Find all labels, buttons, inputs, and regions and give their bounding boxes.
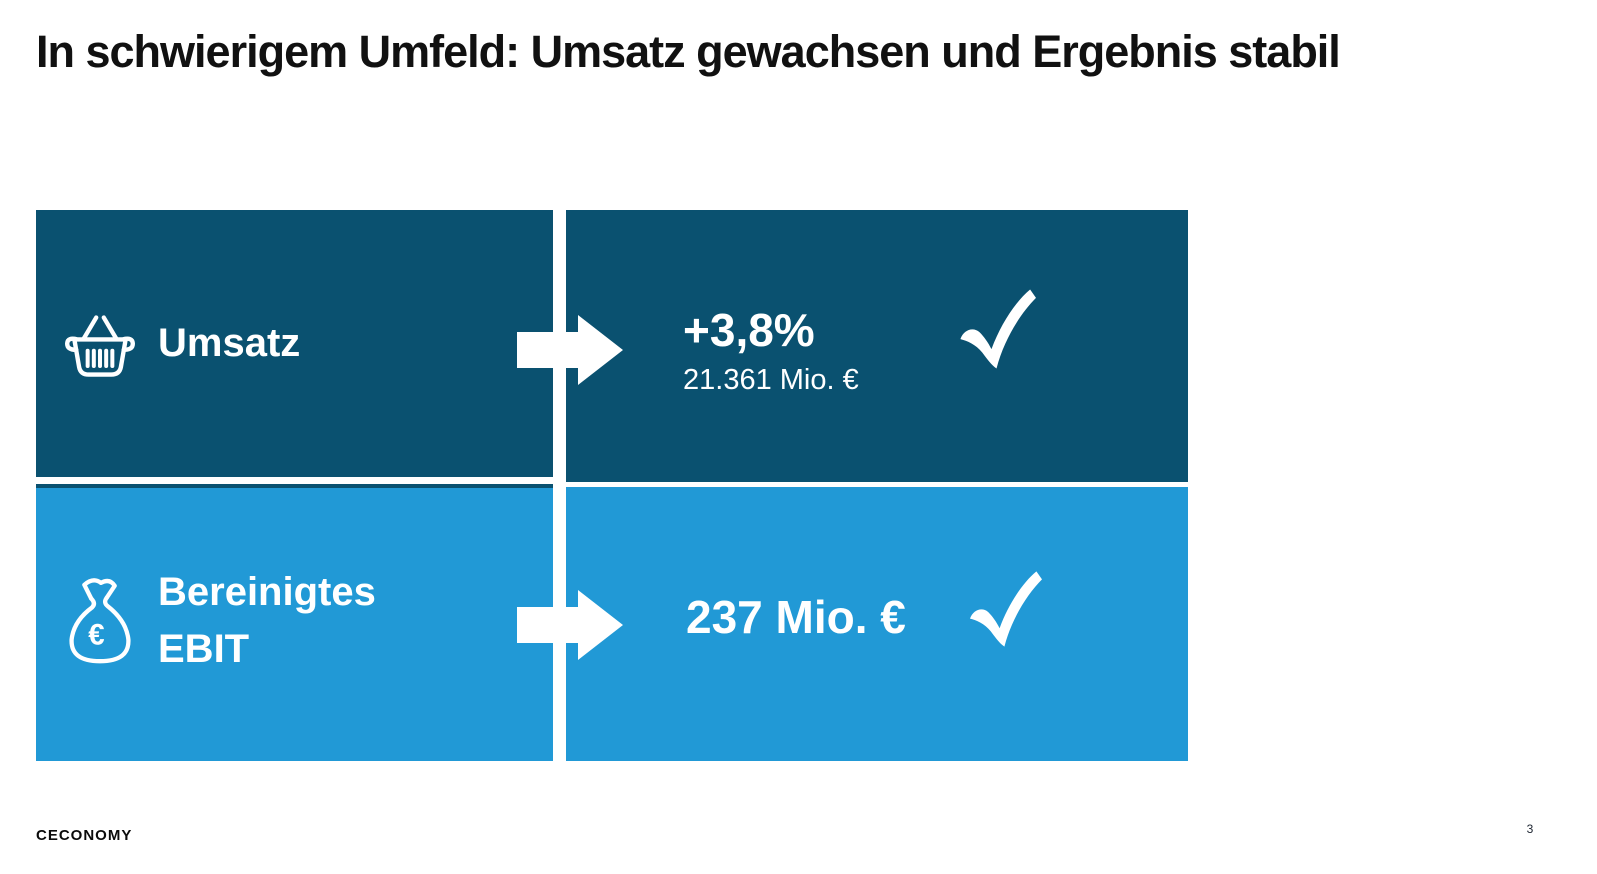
arrow-right-icon bbox=[517, 315, 623, 385]
euro-symbol: € bbox=[88, 619, 104, 652]
checkmark-icon bbox=[962, 567, 1042, 651]
shopping-basket-icon bbox=[62, 310, 138, 384]
kpi-box-umsatz bbox=[36, 210, 553, 477]
money-bag-icon: € bbox=[60, 576, 140, 670]
kpi-value-ebit: 237 Mio. € bbox=[686, 591, 906, 643]
arrow-right-icon bbox=[517, 590, 623, 660]
page-number: 3 bbox=[1526, 822, 1534, 836]
kpi-value-box-umsatz bbox=[566, 210, 1188, 482]
checkmark-icon bbox=[952, 286, 1036, 372]
page-title: In schwierigem Umfeld: Umsatz gewachsen … bbox=[36, 26, 1341, 77]
ceconomy-logo: CECONOMY bbox=[36, 827, 133, 844]
kpi-label-ebit-line1: Bereinigtes bbox=[158, 570, 376, 614]
kpi-value-box-ebit bbox=[566, 487, 1188, 761]
kpi-label-ebit-line2: EBIT bbox=[158, 626, 250, 671]
kpi-value-umsatz-absolute: 21.361 Mio. € bbox=[683, 364, 859, 396]
kpi-label-umsatz: Umsatz bbox=[158, 321, 301, 365]
kpi-value-umsatz-percent: +3,8% bbox=[683, 304, 815, 356]
kpi-label-ebit: Bereinigtes EBIT bbox=[158, 564, 376, 678]
